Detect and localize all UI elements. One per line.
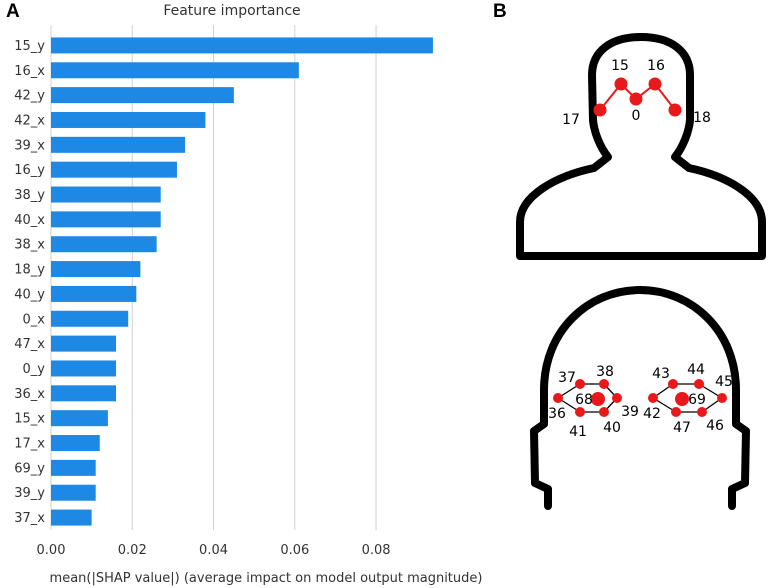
- face-landmark-label: 40: [603, 420, 621, 436]
- body-landmark-label: 17: [562, 112, 580, 128]
- face-landmark-44: [694, 379, 704, 389]
- face-landmark-label: 46: [706, 418, 724, 434]
- body-landmark-18: [668, 103, 682, 117]
- bar-39_x: [51, 136, 186, 153]
- chart-title: Feature importance: [163, 3, 300, 19]
- y-tick-label: 39_y: [14, 486, 45, 501]
- body-landmark-label: 0: [632, 108, 641, 124]
- y-tick-label: 16_y: [14, 163, 45, 178]
- bars: [51, 37, 433, 526]
- y-tick-label: 17_x: [14, 437, 45, 452]
- face-landmark-41: [575, 407, 585, 417]
- bar-16_x: [51, 62, 299, 79]
- y-tick-label: 42_x: [14, 113, 45, 128]
- y-tick-label: 40_x: [14, 213, 45, 228]
- y-tick-label: 16_x: [14, 64, 45, 79]
- bar-42_y: [51, 87, 234, 104]
- bar-0_y: [51, 360, 117, 377]
- y-tick-label: 38_y: [14, 188, 45, 203]
- panel-label-b: B: [493, 1, 507, 22]
- x-tick-label: 0.02: [118, 543, 147, 558]
- face-landmark-label: 39: [621, 404, 639, 420]
- face-landmark-label: 47: [673, 420, 691, 436]
- x-tick-label: 0.06: [280, 543, 309, 558]
- bar-38_x: [51, 236, 157, 253]
- face-landmark-38: [599, 379, 609, 389]
- y-tick-label: 36_x: [14, 387, 45, 402]
- face-landmark-label: 43: [652, 366, 670, 382]
- y-tick-label: 38_x: [14, 238, 45, 253]
- y-tick-label: 42_y: [14, 89, 45, 104]
- y-tick-label: 40_y: [14, 287, 45, 302]
- x-tick-labels: 0.00 0.02 0.04 0.06 0.08: [37, 543, 391, 558]
- bar-47_x: [51, 335, 117, 352]
- x-axis-label: mean(|SHAP value|) (average impact on mo…: [50, 571, 483, 586]
- face-landmark-69: [675, 392, 689, 406]
- x-tick-label: 0.04: [199, 543, 228, 558]
- bar-38_y: [51, 186, 161, 203]
- bar-69_y: [51, 459, 96, 476]
- y-tick-label: 0_y: [23, 362, 46, 377]
- bar-40_y: [51, 285, 137, 302]
- face-landmark-label: 68: [575, 392, 593, 408]
- bar-15_y: [51, 37, 433, 54]
- body-landmark-0: [629, 92, 643, 106]
- face-landmark-46: [697, 407, 707, 417]
- bar-18_y: [51, 261, 141, 278]
- face-landmark-label: 42: [643, 406, 661, 422]
- face-landmark-47: [671, 407, 681, 417]
- y-tick-label: 15_x: [14, 412, 45, 427]
- bar-0_x: [51, 310, 129, 327]
- bar-17_x: [51, 435, 100, 452]
- face-landmark-68: [591, 392, 605, 406]
- y-tick-label: 37_x: [14, 511, 45, 526]
- x-tick-label: 0.00: [37, 543, 66, 558]
- face-landmark-label: 38: [596, 364, 614, 380]
- y-tick-label: 47_x: [14, 337, 45, 352]
- body-landmark-label: 15: [611, 58, 629, 74]
- y-tick-label: 0_x: [23, 312, 46, 327]
- head-outline: [530, 286, 750, 510]
- bar-36_x: [51, 385, 117, 402]
- y-tick-label: 15_y: [14, 39, 45, 54]
- bar-40_x: [51, 211, 161, 228]
- body-landmark-label: 16: [647, 58, 665, 74]
- face-landmark-label: 41: [569, 424, 587, 440]
- face-landmark-36: [553, 393, 563, 403]
- face-landmark-42: [648, 393, 658, 403]
- face-landmark-40: [599, 407, 609, 417]
- panel-label-a: A: [6, 1, 20, 22]
- face-landmark-43: [668, 379, 678, 389]
- y-tick-label: 39_x: [14, 138, 45, 153]
- bar-42_x: [51, 111, 206, 128]
- body-landmark-label: 18: [693, 110, 711, 126]
- bar-39_y: [51, 484, 96, 501]
- body-landmark-17: [593, 103, 607, 117]
- y-tick-label: 69_y: [14, 461, 45, 476]
- x-tick-label: 0.08: [362, 543, 391, 558]
- body-silhouette-diagram: 17 15 0 16 18: [516, 33, 766, 260]
- feature-importance-chart: Feature importance 15_y16_x42_y42_x39_x1…: [14, 3, 482, 586]
- face-landmark-label: 69: [688, 392, 706, 408]
- bar-16_y: [51, 161, 177, 178]
- face-landmark-37: [575, 379, 585, 389]
- face-landmark-label: 45: [715, 374, 733, 390]
- body-outline: [516, 33, 766, 260]
- face-landmark-45: [717, 393, 727, 403]
- face-landmark-label: 44: [687, 362, 705, 378]
- bar-15_x: [51, 410, 108, 427]
- y-tick-labels: 15_y 16_x 42_y 42_x 39_x 16_y 38_y 40_x 38_x 18_y…: [14, 39, 45, 526]
- face-landmark-label: 37: [558, 370, 576, 386]
- face-landmark-39: [612, 393, 622, 403]
- body-landmark-16: [648, 77, 662, 91]
- body-landmark-15: [614, 77, 628, 91]
- y-tick-label: 18_y: [14, 263, 45, 278]
- face-landmark-label: 36: [548, 406, 566, 422]
- bar-37_x: [51, 509, 92, 526]
